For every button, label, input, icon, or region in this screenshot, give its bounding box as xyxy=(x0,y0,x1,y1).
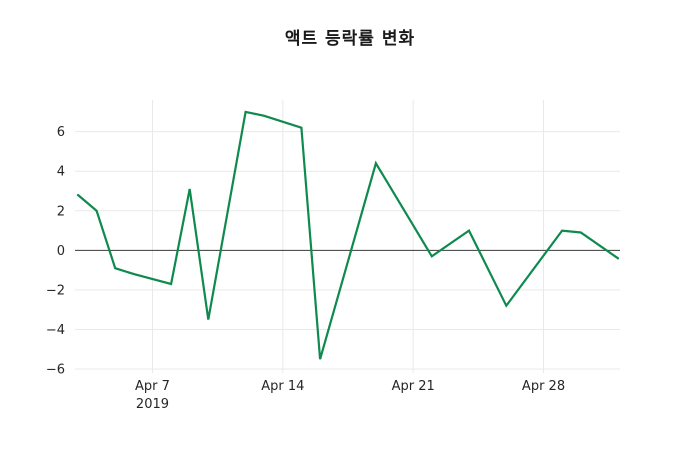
y-axis-tick-label: 6 xyxy=(57,125,65,140)
x-axis-tick-label: Apr 21 xyxy=(392,379,435,394)
y-axis-tick-label: −6 xyxy=(46,363,65,378)
y-axis-tick-label: 0 xyxy=(57,244,65,259)
y-axis-tick-label: 2 xyxy=(57,204,65,219)
y-axis-tick-label: −4 xyxy=(46,323,65,338)
x-axis-tick-label: Apr 7 xyxy=(135,379,170,394)
y-axis-tick-label: −2 xyxy=(46,283,65,298)
y-axis-tick-label: 4 xyxy=(57,165,65,180)
x-axis-tick-label: Apr 14 xyxy=(261,379,304,394)
x-axis-year-label: 2019 xyxy=(136,397,169,412)
chart-title: 액트 등락률 변화 xyxy=(284,29,416,49)
x-axis-tick-label: Apr 28 xyxy=(522,379,565,394)
series-line xyxy=(76,110,620,360)
